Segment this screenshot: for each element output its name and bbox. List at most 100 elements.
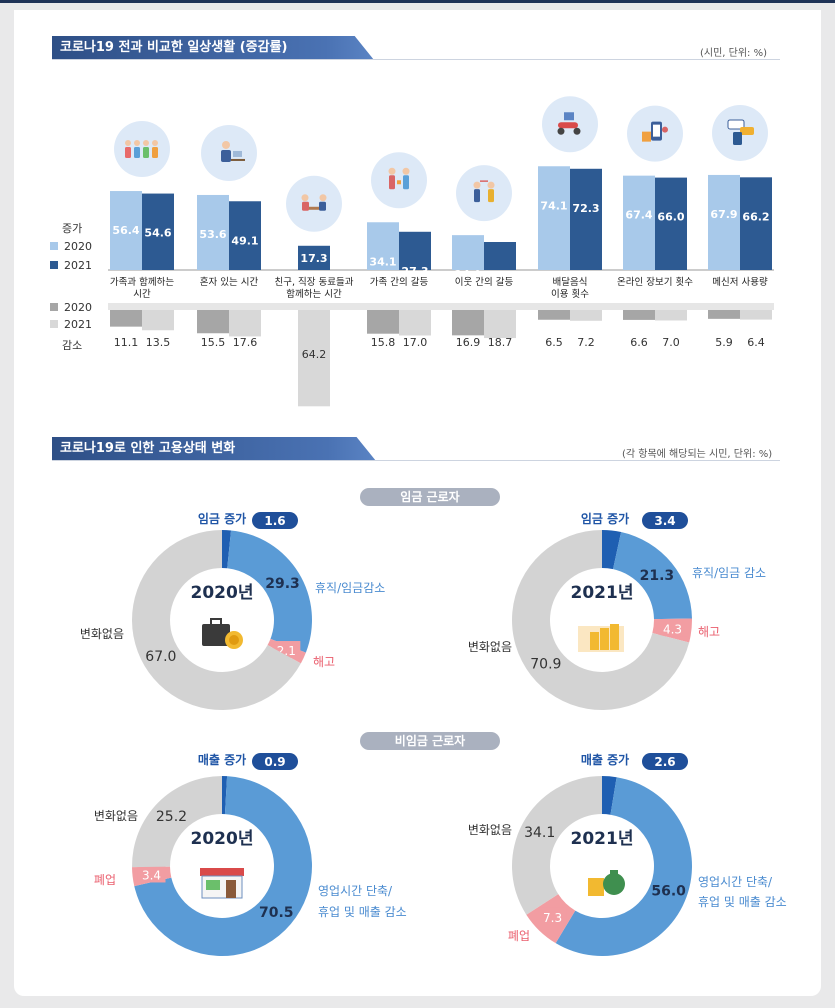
category-label-cut: 폐업 <box>94 873 116 887</box>
category-label-cut: 해고 <box>698 625 720 639</box>
category-label-main: 휴업 및 매출 감소 <box>318 905 407 919</box>
bar-decrease-2021 <box>298 310 330 407</box>
chat-bubble <box>740 126 754 135</box>
bar-decrease-2020 <box>623 310 655 320</box>
person-head <box>222 140 230 149</box>
person-body <box>389 175 395 190</box>
delivery-box <box>564 112 574 121</box>
neighbor-conflict-icon <box>456 165 512 222</box>
donut-slice-increase <box>222 530 232 569</box>
bar-decrease-2020 <box>452 310 484 336</box>
donut-center-year: 2021년 <box>571 829 634 849</box>
donut-slice-main <box>613 532 692 620</box>
awning <box>200 868 244 876</box>
bar-increase-2020 <box>110 191 142 270</box>
chat-bubble <box>727 119 745 130</box>
legend-label-dec-2021: 2021 <box>64 318 92 331</box>
family-person-head <box>134 140 140 147</box>
data-label-inc-2020: 74.1 <box>540 199 567 212</box>
donut-slice-none <box>512 776 602 915</box>
online-shopping-icon <box>627 105 683 162</box>
value-label-main: 21.3 <box>640 568 675 584</box>
person-head <box>487 181 495 189</box>
bar-increase-2020 <box>623 175 655 270</box>
family-icon <box>114 121 170 178</box>
data-label-dec-2020: 15.8 <box>371 336 396 349</box>
category-label-none: 변화없음 <box>468 640 512 654</box>
section1-rule <box>52 59 780 60</box>
family-conflict-icon <box>371 152 427 209</box>
value-box-cut <box>538 907 567 925</box>
coin-stack <box>600 628 609 650</box>
data-label-dec-2021: 17.0 <box>403 336 428 349</box>
value-box-cut <box>137 865 166 883</box>
group-label-nonwage: 비임금 근로자 <box>360 732 500 750</box>
bar-decrease-2021 <box>229 310 261 337</box>
value-pill-increase <box>252 753 298 770</box>
money-bag-coins-icon <box>588 870 625 896</box>
person-head <box>473 181 481 189</box>
category-label: 가족과 함께하는 <box>110 276 174 288</box>
increase-label: 증가 <box>62 222 82 235</box>
data-label-dec-2021: 17.6 <box>233 336 258 349</box>
friend-body <box>302 201 309 211</box>
wheel <box>573 127 581 135</box>
donut-slice-main <box>555 777 692 956</box>
data-label-inc-2021: 72.3 <box>572 202 599 215</box>
category-label: 함께하는 시간 <box>286 288 342 300</box>
category-label: 시간 <box>133 289 151 300</box>
data-label-dec-2020: 5.9 <box>715 336 733 349</box>
category-label-main: 휴업 및 매출 감소 <box>698 895 787 909</box>
bar-increase-2020 <box>197 194 229 270</box>
icon-background-circle <box>286 175 342 232</box>
friend-head <box>301 194 309 202</box>
value-box-cut <box>658 619 687 637</box>
value-pill-increase <box>642 753 688 770</box>
data-label-inc-2020: 67.9 <box>710 208 737 221</box>
category-label-cut: 해고 <box>313 655 335 669</box>
donut-center-year: 2021년 <box>571 583 634 603</box>
data-label-inc-2020: 34.1 <box>369 255 396 268</box>
category-label: 온라인 장보기 횟수 <box>617 276 693 288</box>
coin-stack <box>610 624 619 650</box>
phone <box>733 131 742 145</box>
data-label-dec-2021: 7.0 <box>662 336 680 349</box>
category-label: 친구, 직장 동료들과 <box>275 277 354 288</box>
category-label-main: 영업시간 단축/ <box>698 875 773 889</box>
value-label-cut: 4.3 <box>663 622 682 636</box>
bar-increase-2021 <box>570 168 602 270</box>
bar-decrease-2021 <box>740 310 772 320</box>
value-label-increase: 1.6 <box>264 514 285 528</box>
data-label-inc-2021: 66.0 <box>657 211 684 224</box>
category-label: 메신저 사용량 <box>712 276 768 288</box>
child <box>397 180 401 185</box>
legend-swatch-inc-2020 <box>50 242 58 250</box>
briefcase-handle <box>210 618 222 626</box>
bar-increase-2021 <box>740 177 772 270</box>
bar-increase-2021 <box>399 231 431 270</box>
value-label-cut: 3.4 <box>142 868 161 882</box>
bar-decrease-2020 <box>708 310 740 319</box>
donut-slice-main <box>227 530 312 653</box>
donut-slice-increase <box>602 530 622 570</box>
bar-increase-2020 <box>367 222 399 270</box>
category-label: 이웃 간의 갈등 <box>455 276 514 288</box>
value-label-increase: 2.6 <box>654 755 675 769</box>
location-pin <box>662 126 668 133</box>
category-label-increase: 매출 증가 <box>581 752 629 767</box>
icon-background-circle <box>456 165 512 222</box>
coin-stack <box>596 878 604 896</box>
legend-label-inc-2020: 2020 <box>64 240 92 253</box>
bar-decrease-2020 <box>367 310 399 334</box>
store-window <box>206 880 220 890</box>
briefcase-coins-icon <box>202 618 243 649</box>
family-person-head <box>152 140 158 147</box>
value-label-none: 25.2 <box>156 809 187 825</box>
bar-decrease-2021 <box>655 310 687 321</box>
bar-increase-2021 <box>142 193 174 270</box>
data-label-inc-2021: 66.2 <box>742 210 769 223</box>
category-label-increase: 매출 증가 <box>198 752 246 767</box>
value-label-cut: 7.3 <box>543 911 562 925</box>
person-head <box>388 167 396 175</box>
data-label-dec-2021: 13.5 <box>146 336 171 349</box>
